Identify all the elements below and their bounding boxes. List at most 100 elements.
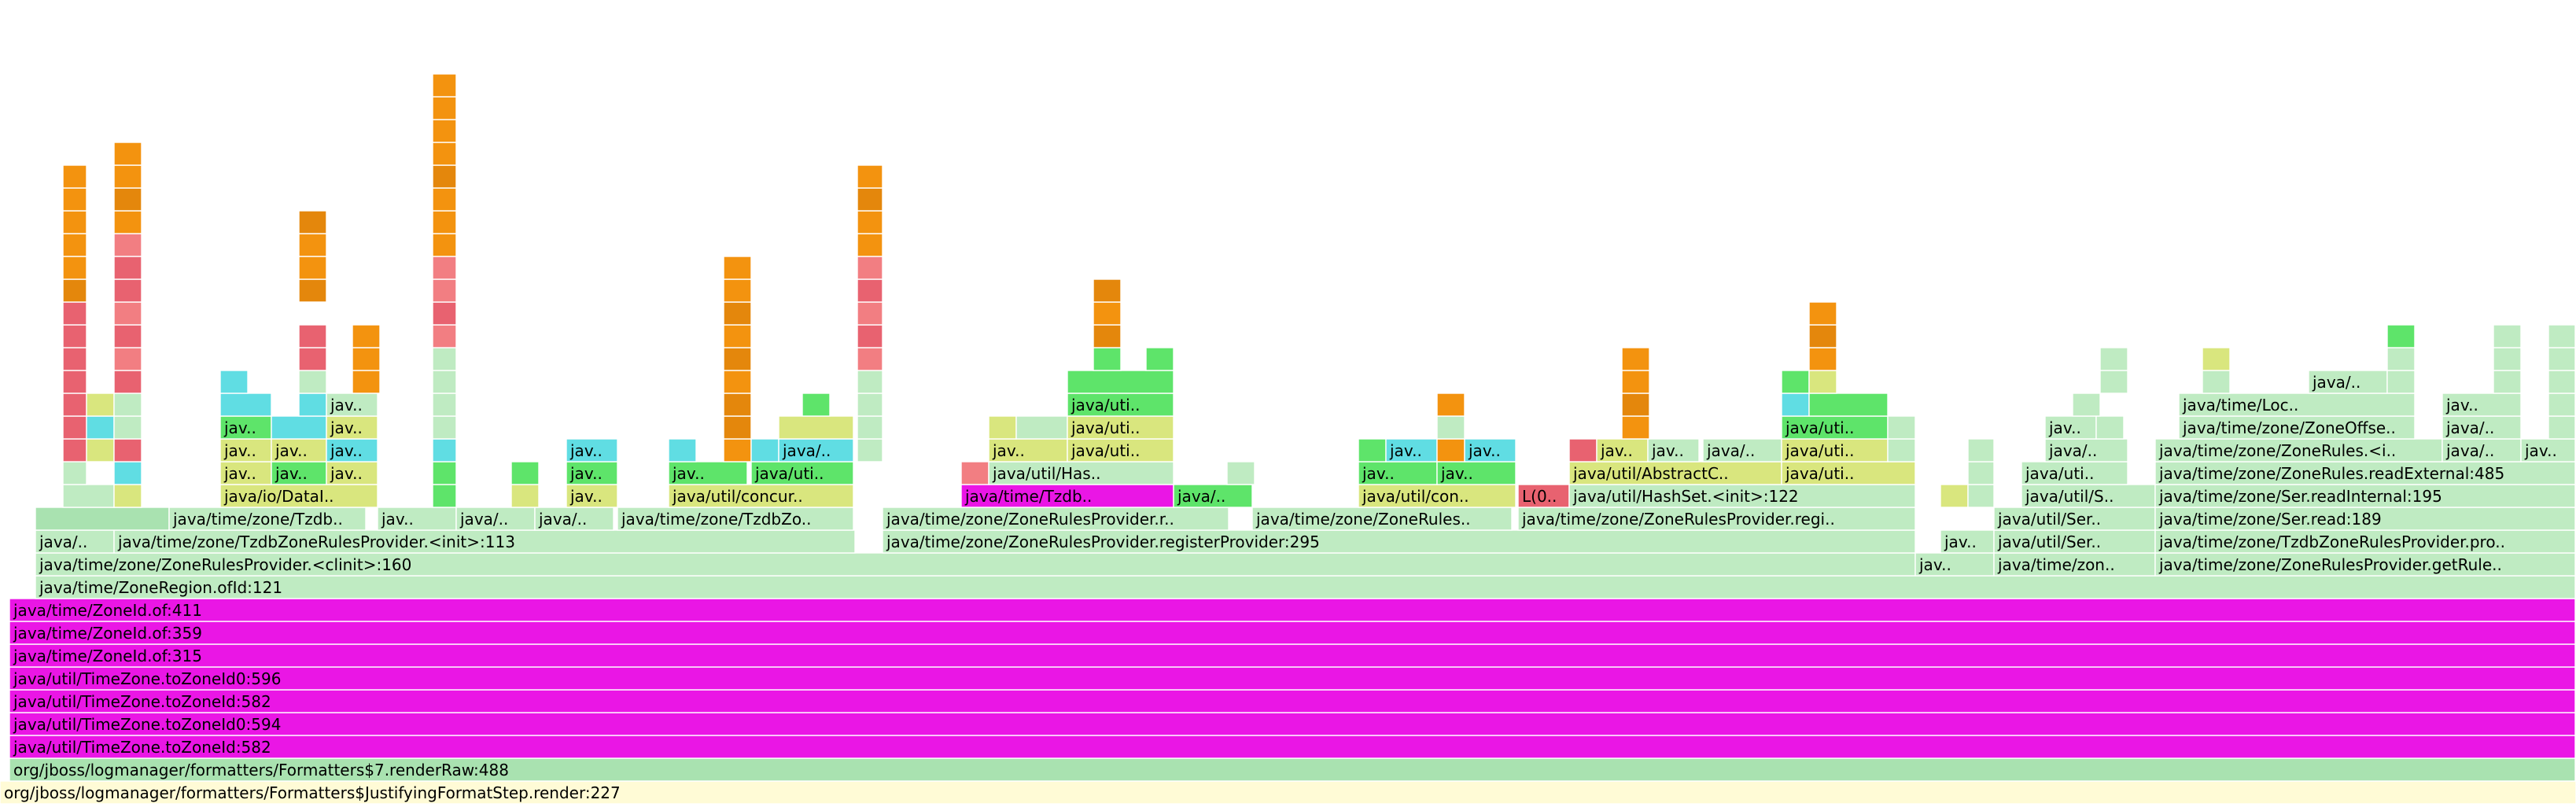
flame-frame-rect[interactable] (113, 256, 142, 280)
flame-frame[interactable]: java/util/HashSet.<init>:122 (1568, 484, 1916, 508)
flame-frame-rect[interactable] (298, 233, 327, 257)
flame-frame-rect[interactable] (1781, 461, 1916, 485)
flame-frame-rect[interactable] (1914, 552, 1995, 577)
flame-frame-rect[interactable] (62, 187, 87, 212)
flame-frame-rect[interactable] (432, 438, 457, 462)
flame-frame[interactable] (668, 438, 697, 462)
flame-frame-rect[interactable] (1621, 370, 1650, 394)
flame-frame-rect[interactable] (432, 461, 457, 485)
flame-frame-rect[interactable] (802, 392, 831, 417)
flame-frame-rect[interactable] (62, 256, 87, 280)
flame-frame-rect[interactable] (2548, 347, 2576, 371)
flame-frame[interactable] (62, 415, 87, 440)
flame-frame[interactable] (86, 438, 115, 462)
flame-frame-rect[interactable] (62, 461, 87, 485)
flame-frame-rect[interactable] (86, 415, 115, 440)
flame-frame[interactable]: java/util/TimeZone.toZoneId:582 (9, 735, 2576, 759)
flame-frame[interactable]: java/uti.. (1067, 438, 1174, 462)
flame-frame[interactable]: java/uti.. (1067, 392, 1174, 417)
flame-frame[interactable]: java/.. (1173, 484, 1253, 508)
flame-frame-rect[interactable] (1093, 347, 1122, 371)
flame-frame[interactable] (432, 278, 457, 303)
flame-frame-rect[interactable] (1436, 461, 1516, 485)
flame-frame[interactable] (1093, 324, 1122, 348)
flame-frame-rect[interactable] (723, 301, 752, 326)
flame-frame[interactable] (432, 187, 457, 212)
flame-frame[interactable] (857, 187, 883, 212)
flame-frame[interactable] (857, 392, 883, 417)
flame-frame[interactable] (62, 438, 87, 462)
flame-frame[interactable] (113, 233, 142, 257)
flame-frame-rect[interactable] (219, 484, 378, 508)
flame-frame-rect[interactable] (432, 164, 457, 189)
flame-frame[interactable] (1621, 392, 1650, 417)
flame-frame[interactable] (1781, 392, 1810, 417)
flame-frame-rect[interactable] (62, 415, 87, 440)
flame-frame[interactable] (2548, 415, 2576, 440)
flame-frame[interactable] (432, 438, 457, 462)
flame-frame-rect[interactable] (1993, 507, 2156, 531)
flame-frame[interactable] (62, 484, 115, 508)
flame-frame[interactable]: java/time/ZoneId.of:359 (9, 621, 2576, 645)
flame-frame-rect[interactable] (432, 278, 457, 303)
flame-frame[interactable] (1808, 347, 1837, 371)
flame-frame-rect[interactable] (617, 507, 854, 531)
flame-frame-rect[interactable] (432, 324, 457, 348)
flame-frame[interactable] (352, 324, 381, 348)
flame-frame-rect[interactable] (432, 119, 457, 143)
flame-frame[interactable]: java/uti.. (750, 461, 854, 485)
flame-frame[interactable] (298, 392, 327, 417)
flame-frame-rect[interactable] (2021, 461, 2128, 485)
flame-frame-rect[interactable] (113, 438, 142, 462)
flame-frame[interactable]: jav.. (1596, 438, 1649, 462)
flame-frame[interactable] (432, 301, 457, 326)
flame-frame-rect[interactable] (1967, 484, 1995, 508)
flame-frame-rect[interactable] (326, 392, 378, 417)
flame-frame[interactable] (113, 142, 142, 166)
flame-frame[interactable] (298, 324, 327, 348)
flame-frame-rect[interactable] (1967, 438, 1995, 462)
flame-frame-rect[interactable] (2441, 438, 2522, 462)
flame-frame-rect[interactable] (1621, 347, 1650, 371)
flame-frame[interactable] (432, 415, 457, 440)
flame-frame-rect[interactable] (2099, 370, 2128, 394)
flame-frame-rect[interactable] (857, 164, 883, 189)
flame-frame[interactable] (857, 278, 883, 303)
flame-frame-rect[interactable] (113, 278, 142, 303)
flame-frame[interactable]: java/uti.. (1781, 438, 1889, 462)
flame-frame-rect[interactable] (86, 438, 115, 462)
flame-frame[interactable] (432, 96, 457, 120)
flame-frame[interactable]: java/time/zone/Ser.readInternal:195 (2154, 484, 2576, 508)
flame-frame[interactable] (1621, 370, 1650, 394)
flame-frame[interactable] (1436, 438, 1465, 462)
flame-frame[interactable] (113, 256, 142, 280)
flame-frame-rect[interactable] (857, 256, 883, 280)
flame-frame[interactable] (1621, 347, 1650, 371)
flame-frame-rect[interactable] (352, 347, 381, 371)
flame-frame-rect[interactable] (432, 210, 457, 234)
flame-frame-rect[interactable] (9, 666, 2576, 691)
flame-frame[interactable]: jav.. (1914, 552, 1995, 577)
flame-frame[interactable] (432, 142, 457, 166)
flame-frame[interactable] (86, 392, 115, 417)
flame-frame-rect[interactable] (1436, 392, 1465, 417)
flame-frame-rect[interactable] (432, 484, 457, 508)
flame-frame-rect[interactable] (432, 301, 457, 326)
flame-frame-rect[interactable] (432, 347, 457, 371)
flame-frame-rect[interactable] (1596, 438, 1649, 462)
flame-frame-rect[interactable] (113, 461, 142, 485)
flame-frame-rect[interactable] (2099, 347, 2128, 371)
flame-frame[interactable] (1067, 370, 1174, 394)
flame-frame[interactable] (2386, 370, 2416, 394)
flame-frame-rect[interactable] (1568, 461, 1782, 485)
flame-frame-rect[interactable] (113, 370, 142, 394)
flame-frame-rect[interactable] (723, 256, 752, 280)
flame-frame-rect[interactable] (2493, 370, 2522, 394)
flame-frame[interactable]: jav.. (219, 461, 272, 485)
flame-frame[interactable]: java/time/zone/ZoneRulesProvider.regi.. (1517, 507, 1916, 531)
flame-frame-rect[interactable] (2154, 529, 2576, 554)
flame-frame-rect[interactable] (1251, 507, 1513, 531)
flame-frame-rect[interactable] (62, 392, 87, 417)
flame-frame[interactable]: jav.. (326, 415, 378, 440)
flame-frame[interactable] (2548, 324, 2576, 348)
